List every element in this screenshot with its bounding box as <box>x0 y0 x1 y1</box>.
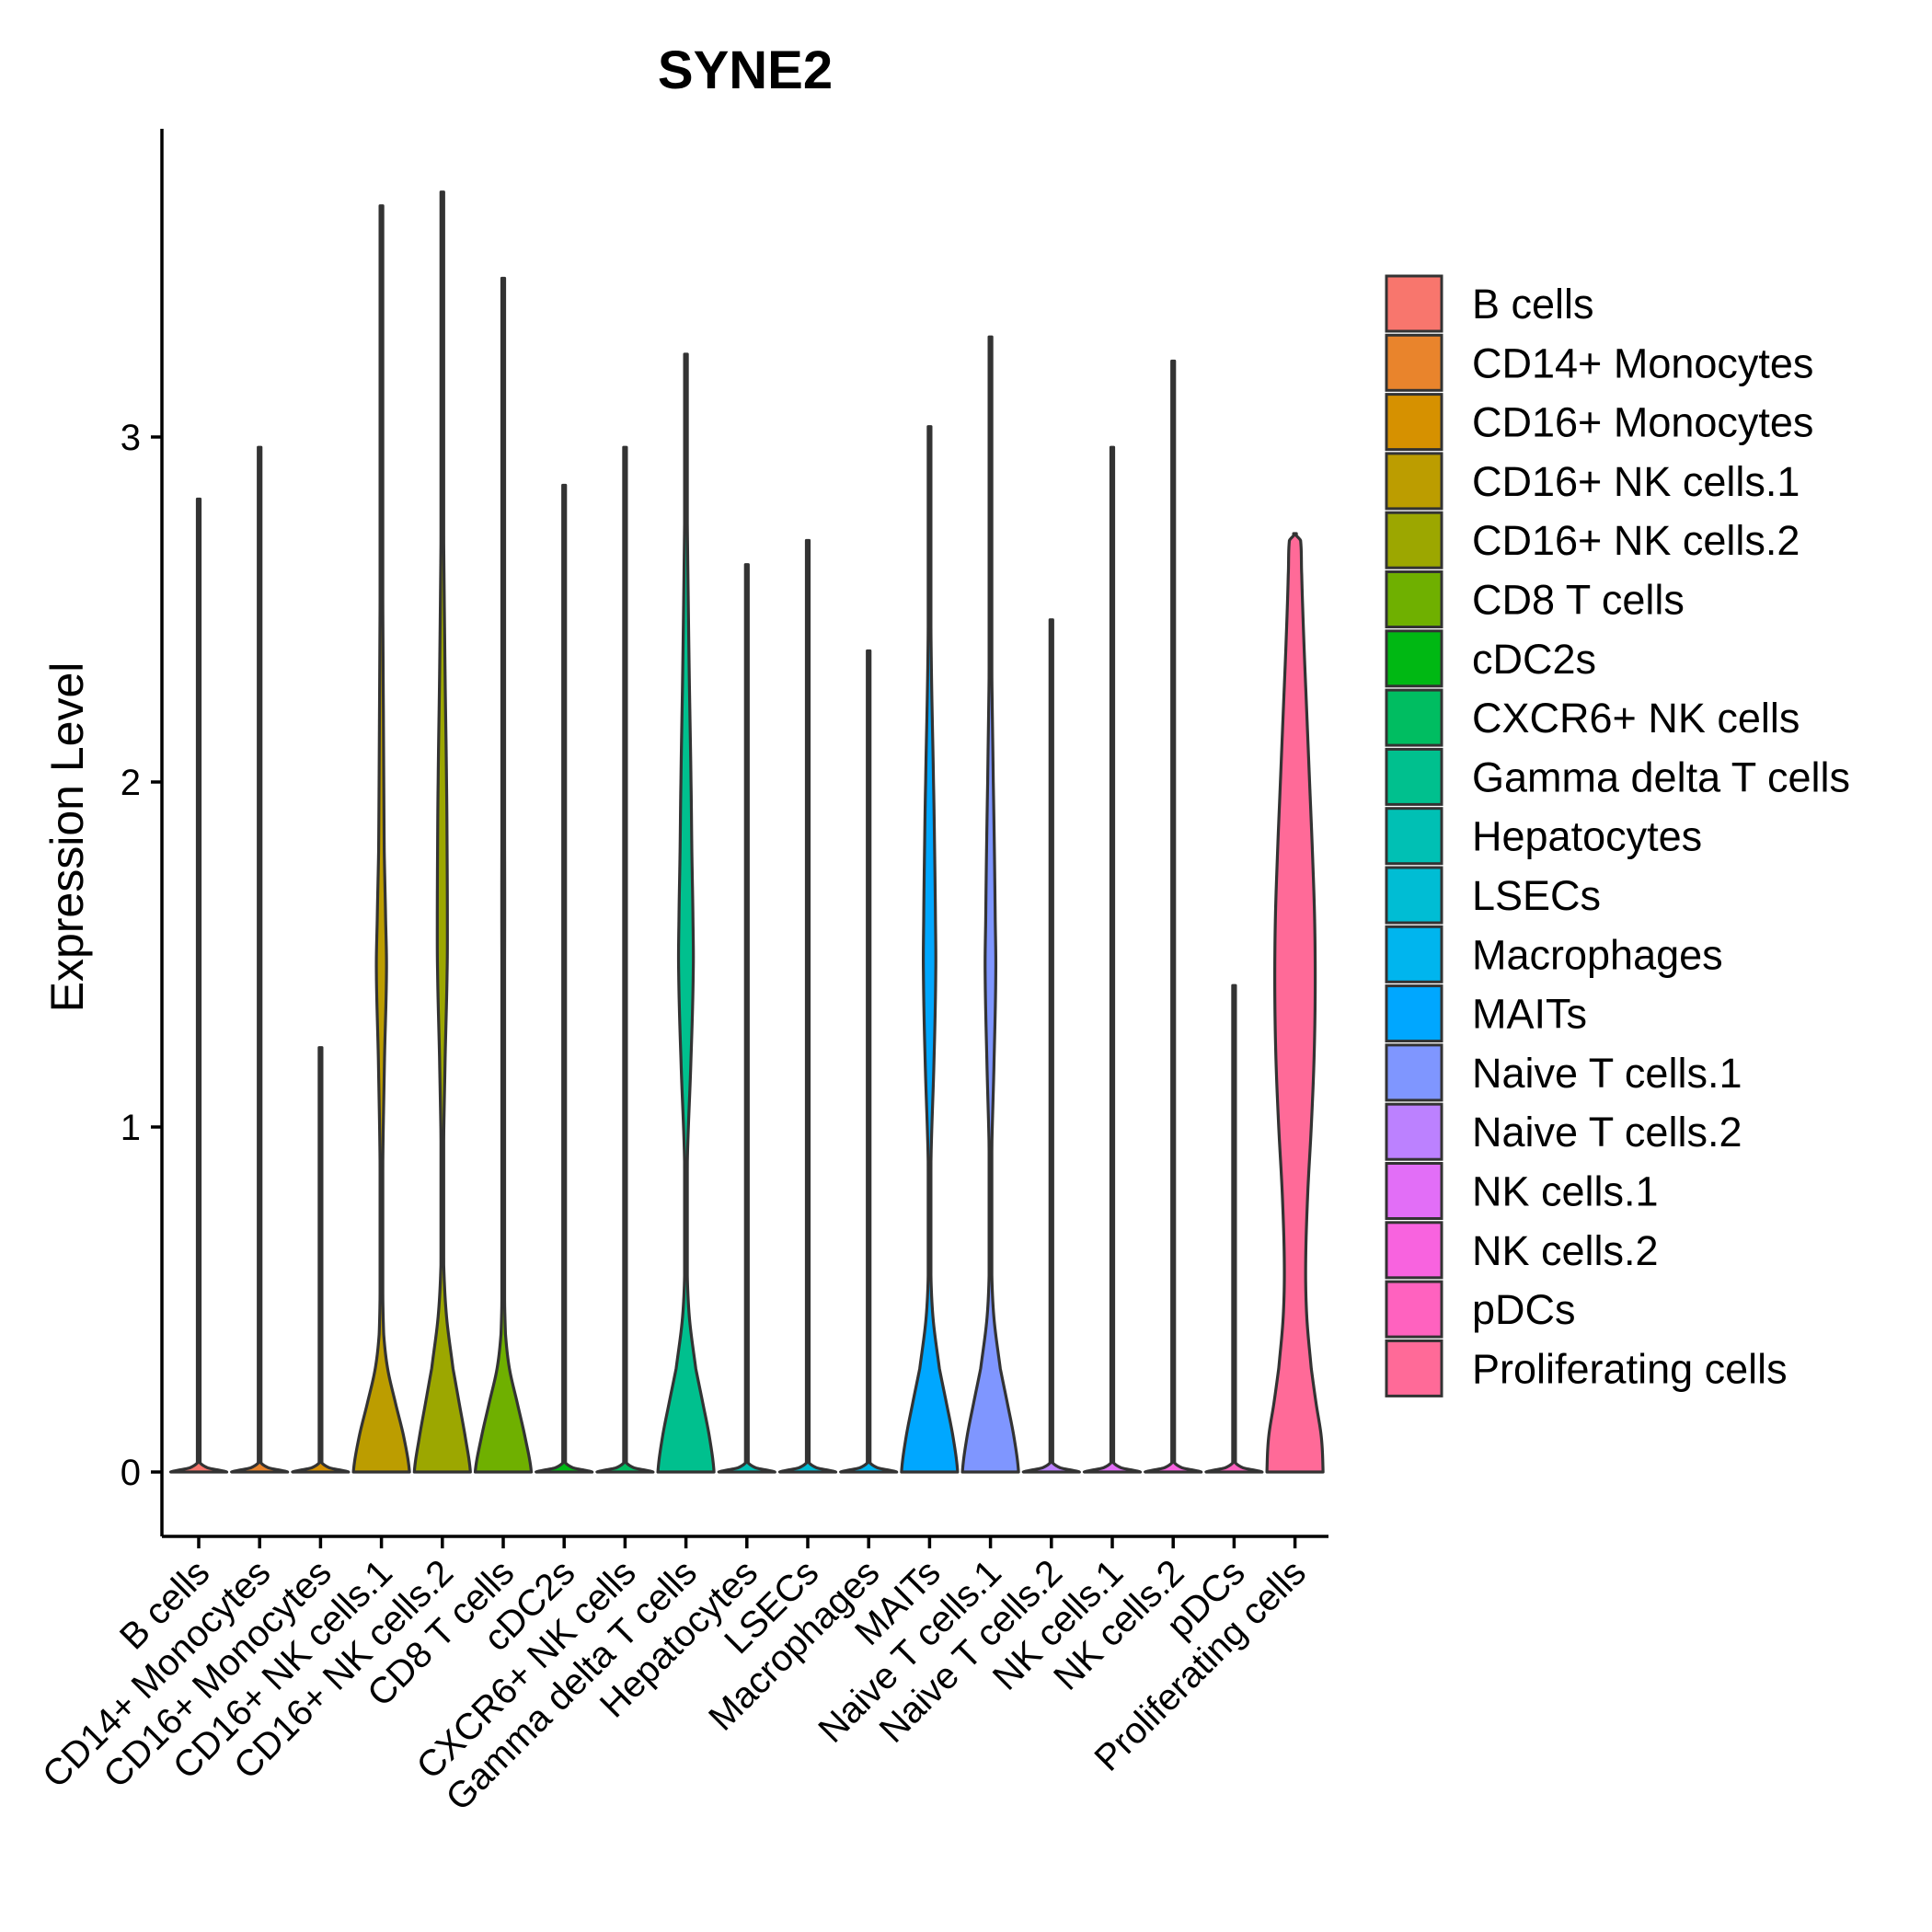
legend-key-nk-cells-1 <box>1385 1162 1443 1220</box>
y-tick-label: 2 <box>121 763 141 803</box>
violin-naive-t-cells-2 <box>1021 618 1081 1474</box>
y-tick-label: 1 <box>121 1108 141 1148</box>
legend-label-cxcr6-nk-cells: CXCR6+ NK cells <box>1472 695 1800 742</box>
violin-cdc2s <box>535 483 594 1474</box>
legend-key-gamma-delta-t-cells <box>1385 747 1443 806</box>
legend-label-cd16-nk-cells-2: CD16+ NK cells.2 <box>1472 517 1800 564</box>
violin-proliferating-cells <box>1265 532 1325 1474</box>
legend-key-b-cells <box>1385 274 1443 333</box>
legend-label-maits: MAITs <box>1472 991 1587 1038</box>
legend-key-pdcs <box>1385 1280 1443 1339</box>
legend-label-cd8-t-cells: CD8 T cells <box>1472 577 1685 624</box>
violin-nk-cells-2 <box>1144 359 1203 1474</box>
y-axis-label: Expression Level <box>41 662 93 1013</box>
violin-naive-t-cells-1 <box>960 335 1020 1474</box>
legend-label-hepatocytes: Hepatocytes <box>1472 813 1702 860</box>
legend-label-lsecs: LSECs <box>1472 872 1601 919</box>
legend-label-naive-t-cells-1: Naive T cells.1 <box>1472 1050 1742 1097</box>
legend-key-cd16-monocytes <box>1385 393 1443 452</box>
legend-label-cd16-monocytes: CD16+ Monocytes <box>1472 399 1813 446</box>
legend-label-pdcs: pDCs <box>1472 1286 1576 1333</box>
violin-lsecs <box>777 538 838 1474</box>
y-tick-label: 0 <box>121 1453 141 1493</box>
violin-cd8-t-cells <box>473 276 534 1474</box>
violin-b-cells <box>168 497 229 1474</box>
legend-key-cdc2s <box>1385 629 1443 688</box>
violin-cd16-nk-cells-1 <box>351 204 411 1474</box>
legend-label-gamma-delta-t-cells: Gamma delta T cells <box>1472 753 1850 800</box>
legend-key-cd8-t-cells <box>1385 570 1443 628</box>
y-tick-label: 3 <box>121 418 141 458</box>
legend-key-naive-t-cells-1 <box>1385 1043 1443 1102</box>
legend-key-naive-t-cells-2 <box>1385 1102 1443 1161</box>
axes <box>160 129 1328 1538</box>
legend-key-macrophages <box>1385 925 1443 983</box>
violin-hepatocytes <box>717 563 776 1474</box>
violin-group <box>168 190 1325 1474</box>
violin-nk-cells-1 <box>1082 445 1143 1474</box>
legend-label-nk-cells-1: NK cells.1 <box>1472 1168 1659 1215</box>
violin-pdcs <box>1204 983 1264 1474</box>
violin-macrophages <box>839 649 899 1474</box>
violin-cd14-monocytes <box>230 445 290 1474</box>
legend-key-cd14-monocytes <box>1385 333 1443 392</box>
violin-cd16-monocytes <box>291 1046 351 1474</box>
legend-key-cd16-nk-cells-1 <box>1385 452 1443 511</box>
legend-label-macrophages: Macrophages <box>1472 931 1723 978</box>
legend-key-hepatocytes <box>1385 807 1443 866</box>
legend-key-nk-cells-2 <box>1385 1221 1443 1280</box>
legend-key-cxcr6-nk-cells <box>1385 688 1443 747</box>
legend-key-lsecs <box>1385 866 1443 925</box>
legend-label-nk-cells-2: NK cells.2 <box>1472 1227 1659 1274</box>
legend-label-cdc2s: cDC2s <box>1472 636 1596 683</box>
legend-label-naive-t-cells-2: Naive T cells.2 <box>1472 1109 1742 1156</box>
legend-key-cd16-nk-cells-2 <box>1385 511 1443 569</box>
legend-label-cd14-monocytes: CD14+ Monocytes <box>1472 339 1813 386</box>
violin-gamma-delta-t-cells <box>656 352 716 1474</box>
legend: B cells CD14+ Monocytes CD16+ Monocytes CD1… <box>1385 274 1850 1397</box>
chart-title: SYNE2 <box>658 40 833 100</box>
violin-cd16-nk-cells-2 <box>412 190 472 1474</box>
violin-cxcr6-nk-cells <box>595 445 655 1474</box>
legend-label-b-cells: B cells <box>1472 281 1594 328</box>
legend-label-proliferating-cells: Proliferating cells <box>1472 1345 1788 1392</box>
legend-key-maits <box>1385 984 1443 1043</box>
legend-label-cd16-nk-cells-1: CD16+ NK cells.1 <box>1472 458 1800 505</box>
legend-key-proliferating-cells <box>1385 1339 1443 1397</box>
y-ticks: 0 1 2 3 <box>121 418 162 1493</box>
violin-maits <box>900 425 960 1474</box>
